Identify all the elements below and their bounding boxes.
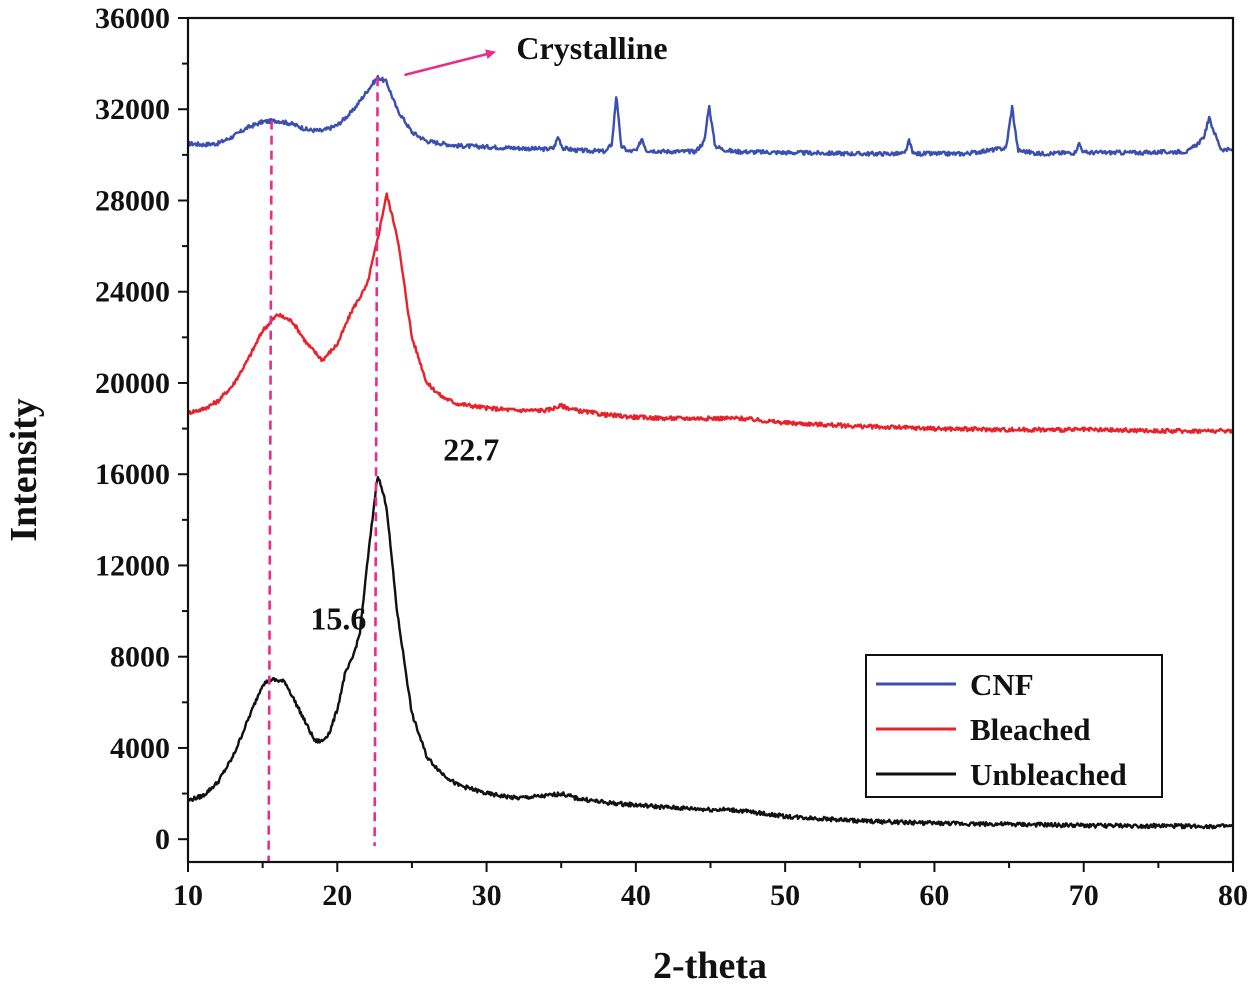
x-tick-label: 80 (1218, 879, 1248, 912)
y-tick-label: 28000 (95, 184, 170, 217)
x-tick-label: 60 (919, 879, 949, 912)
legend-label-cnf: CNF (970, 667, 1034, 702)
y-tick-label: 20000 (95, 367, 170, 400)
y-tick-label: 36000 (95, 2, 170, 35)
series-line-bleached (186, 192, 1234, 435)
annotation-1: Crystalline (516, 30, 667, 66)
annotation-3: 15.6 (310, 600, 366, 636)
crystalline-arrow (404, 49, 496, 77)
x-tick-label: 50 (770, 879, 800, 912)
x-tick-label: 40 (621, 879, 651, 912)
x-axis-title: 2-theta (653, 945, 767, 985)
y-tick-label: 24000 (95, 276, 170, 309)
x-tick-label: 30 (472, 879, 502, 912)
x-tick-label: 20 (322, 879, 352, 912)
y-axis-title: Intensity (3, 398, 45, 542)
y-tick-label: 0 (155, 823, 170, 856)
annotation-2: 22.7 (443, 432, 499, 468)
reference-line-2 (373, 77, 379, 847)
legend-label-unbleached: Unbleached (970, 757, 1127, 792)
reference-line-1 (267, 120, 273, 863)
y-tick-label: 16000 (95, 458, 170, 491)
y-tick-label: 4000 (110, 732, 170, 765)
y-tick-label: 12000 (95, 549, 170, 582)
x-tick-label: 10 (173, 879, 203, 912)
series-line-cnf (187, 74, 1234, 157)
y-tick-label: 32000 (95, 93, 170, 126)
legend-label-bleached: Bleached (970, 712, 1091, 747)
y-tick-label: 8000 (110, 641, 170, 674)
series-line-unbleached (186, 476, 1234, 830)
x-tick-label: 70 (1069, 879, 1099, 912)
